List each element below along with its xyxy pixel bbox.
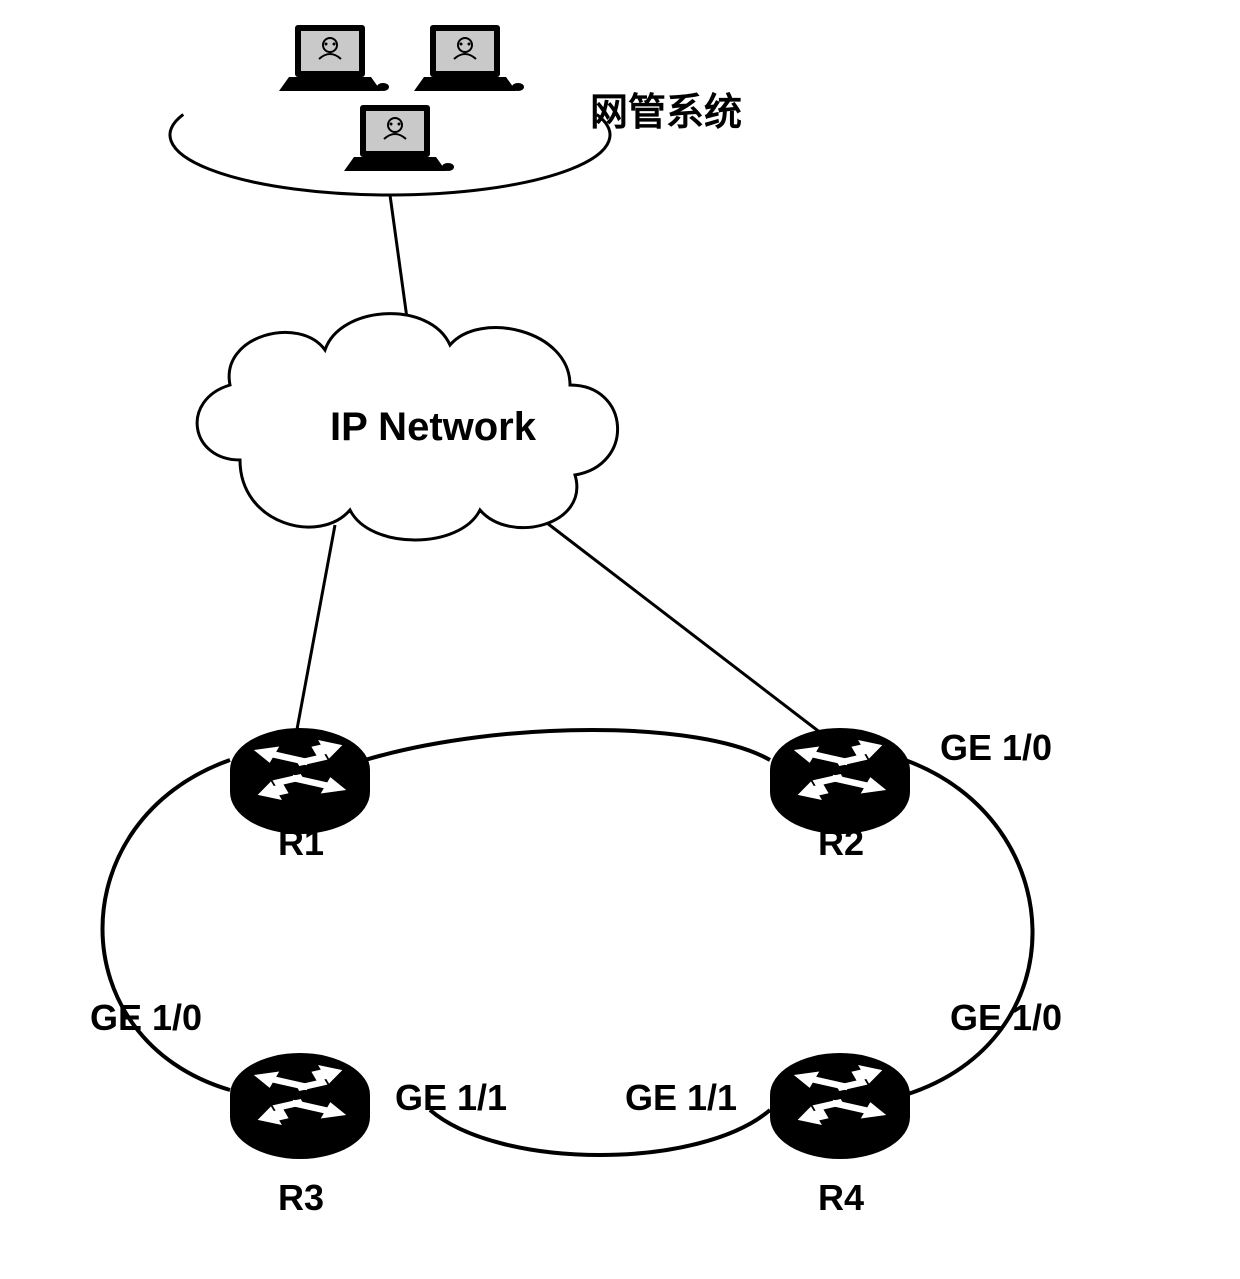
interface-label-3: GE 1/1 [625, 1077, 737, 1118]
link-cloud-R1 [295, 525, 335, 740]
router-label-R3: R3 [278, 1177, 324, 1218]
router-R2 [770, 728, 910, 834]
router-label-R4: R4 [818, 1177, 864, 1218]
link-cloud-R2 [530, 510, 830, 740]
interface-label-4: GE 1/0 [950, 997, 1062, 1038]
router-R3 [230, 1053, 370, 1159]
laptop-icon [414, 25, 524, 91]
interface-label-2: GE 1/1 [395, 1077, 507, 1118]
ip-network-label: IP Network [330, 405, 537, 449]
router-label-R2: R2 [818, 822, 864, 863]
interface-label-1: GE 1/0 [90, 997, 202, 1038]
ring-edge-r2-r4 [905, 760, 1033, 1095]
router-label-R1: R1 [278, 822, 324, 863]
router-R1 [230, 728, 370, 834]
laptop-icon [279, 25, 389, 91]
router-R4 [770, 1053, 910, 1159]
interface-label-0: GE 1/0 [940, 727, 1052, 768]
nms-label: 网管系统 [590, 92, 742, 134]
laptop-icon [344, 105, 454, 171]
ring-edge-r3-r1 [103, 760, 231, 1090]
ring-edge-r1-r2 [365, 730, 770, 760]
